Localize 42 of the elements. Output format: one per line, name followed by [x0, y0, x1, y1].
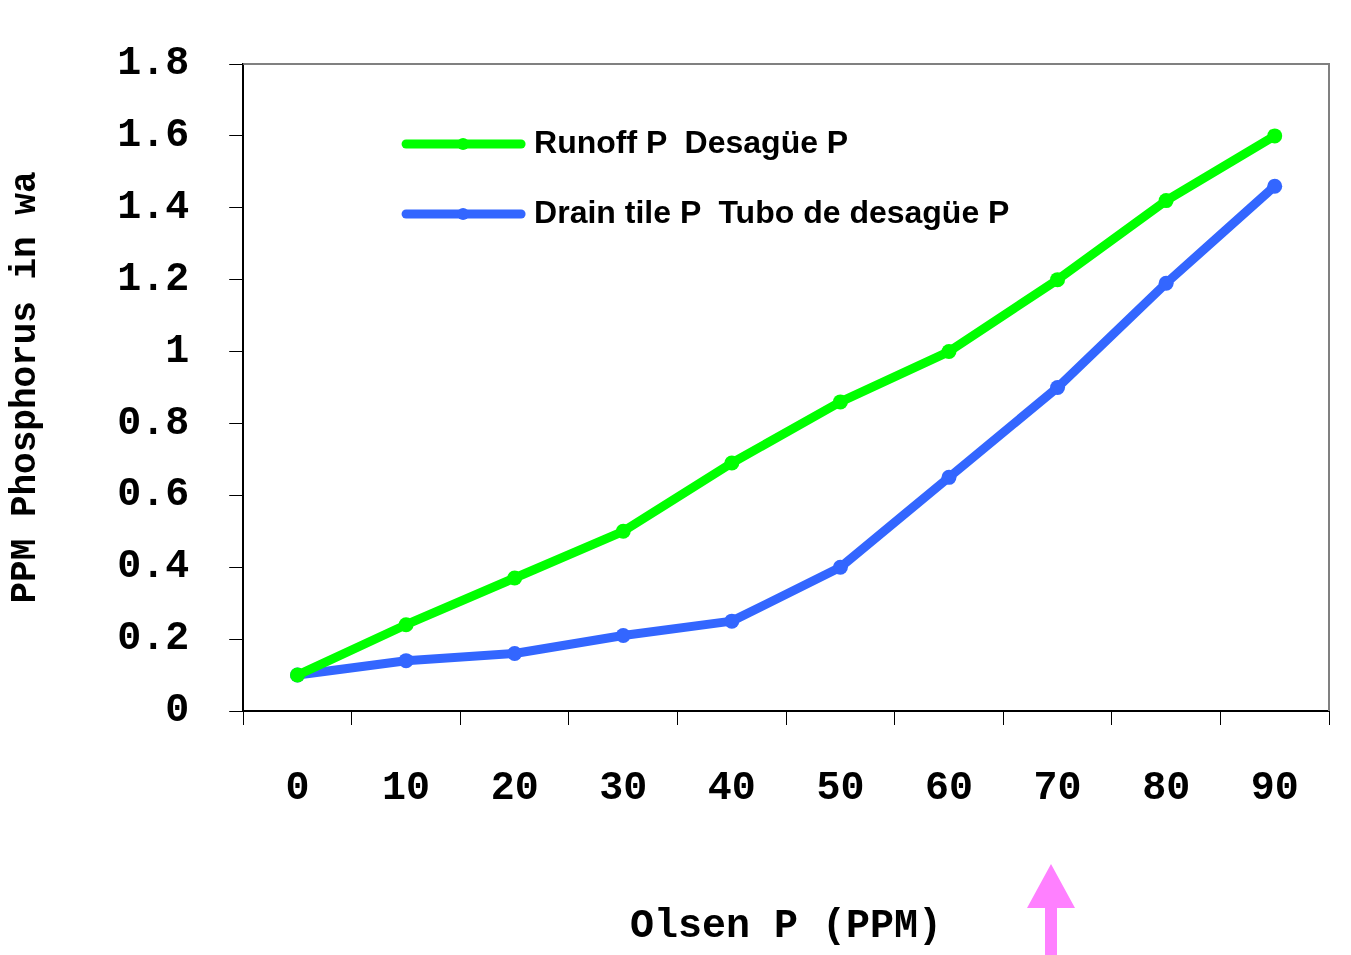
y-tick-label: 0.2 [117, 616, 190, 662]
point [1050, 380, 1066, 395]
point [1158, 275, 1174, 291]
point [398, 653, 414, 669]
point [507, 570, 523, 586]
y-tick-label: 1.8 [117, 41, 190, 87]
x-tick-label: 40 [707, 766, 756, 812]
y-tick-label: 0.6 [117, 472, 190, 518]
x-tick-label: 70 [1033, 766, 1082, 812]
y-tick-label: 0.4 [117, 544, 190, 590]
point [941, 344, 957, 360]
point [724, 455, 740, 471]
point [724, 613, 740, 629]
x-tick-label: 50 [816, 766, 865, 812]
y-tick-label: 0 [165, 688, 190, 734]
y-axis-title: PPM Phosphorus in wa [4, 171, 46, 604]
point [832, 559, 848, 575]
point [507, 645, 523, 661]
x-tick-label: 0 [285, 766, 310, 812]
y-tick-label: 1.4 [117, 184, 190, 230]
point [1267, 128, 1283, 144]
legend-label: Runoff P Desagüe P [534, 123, 849, 160]
x-tick-label: 20 [490, 766, 539, 812]
y-tick-label: 1 [165, 328, 190, 374]
point [615, 628, 631, 644]
legend-label: Drain tile P Tubo de desagüe P [534, 193, 1010, 230]
x-tick-label: 90 [1250, 766, 1299, 812]
point [615, 523, 631, 539]
y-tick-label: 1.2 [117, 256, 190, 302]
x-tick-label: 60 [924, 766, 973, 812]
x-tick-label: 30 [599, 766, 648, 812]
point [1267, 178, 1283, 194]
point [1158, 193, 1174, 209]
x-axis-title: Olsen P (PPM) [630, 904, 943, 950]
point [941, 469, 957, 485]
y-tick-label: 1.6 [117, 112, 190, 158]
x-tick-label: 80 [1142, 766, 1191, 812]
point [398, 617, 414, 633]
x-tick-label: 10 [382, 766, 431, 812]
y-tick-label: 0.8 [117, 400, 190, 446]
point [832, 394, 848, 410]
point [1050, 272, 1066, 288]
